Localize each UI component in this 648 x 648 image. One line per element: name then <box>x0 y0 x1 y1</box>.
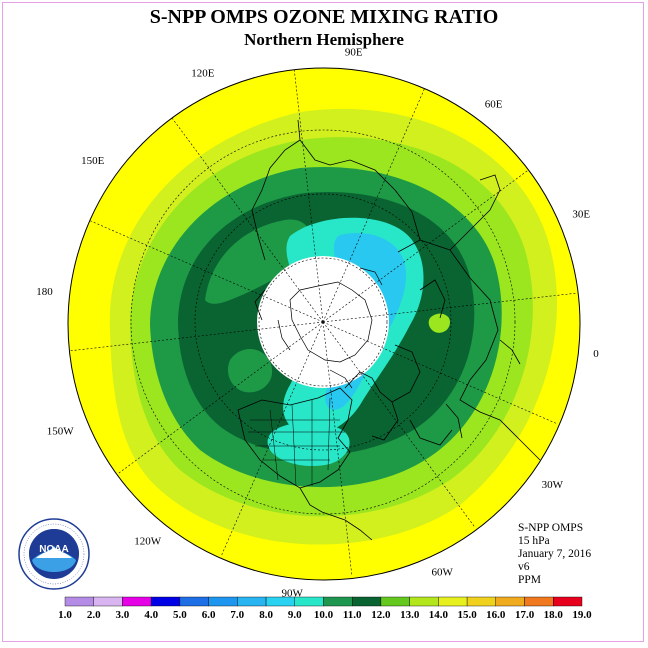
meridians <box>68 67 578 577</box>
field-green-inner-2 <box>227 348 273 393</box>
map-boundary <box>67 67 581 581</box>
longitude-labels: 90E 60E 30E 0 30W 60W 90W 120W 150W 180 150E 120E <box>36 47 599 600</box>
field-lime-blob <box>428 313 450 333</box>
colorbar-tick-label: 7.0 <box>230 609 244 621</box>
colorbar-swatch <box>380 596 410 607</box>
meridian-line <box>322 321 353 577</box>
colorbar-swatch <box>409 596 439 607</box>
colorbar-tick-label: 3.0 <box>116 609 130 621</box>
longitude-label: 30W <box>542 479 564 491</box>
longitude-label: 120W <box>134 536 162 548</box>
colorbar-swatches <box>64 596 583 607</box>
colorbar-tick-label: 4.0 <box>144 609 158 621</box>
noaa-logo-icon: NOAA <box>18 518 90 590</box>
colorbar-swatch <box>208 596 238 607</box>
figure-frame <box>2 2 644 642</box>
colorbar-tick-label: 14.0 <box>429 609 449 621</box>
meridian-line <box>322 321 476 528</box>
state-borders <box>248 397 345 487</box>
longitude-label: 150E <box>81 155 105 167</box>
colorbar-swatch <box>237 596 267 607</box>
ozone-field <box>68 68 580 580</box>
longitude-label: 0 <box>593 348 599 360</box>
colorbar-swatch <box>294 596 324 607</box>
info-date: January 7, 2016 <box>518 548 592 560</box>
colorbar-swatch <box>64 596 94 607</box>
info-block: S-NPP OMPS 15 hPa January 7, 2016 v6 PPM <box>518 522 591 587</box>
colorbar-swatch <box>466 596 497 607</box>
longitude-label: 60W <box>432 566 454 578</box>
meridian-line <box>88 219 324 323</box>
longitude-label: 150W <box>47 426 75 438</box>
info-level: 15 hPa <box>518 535 550 547</box>
graticule <box>130 129 516 515</box>
arctic-coastlines <box>277 267 383 389</box>
longitude-label: 60E <box>485 98 503 110</box>
colorbar-swatch <box>495 596 525 607</box>
meridian-line <box>68 321 324 352</box>
meridian-line <box>322 169 529 323</box>
map-subtitle: Northern Hemisphere <box>244 30 404 49</box>
meridian-line <box>322 292 578 323</box>
colorbar-swatch <box>553 596 583 607</box>
colorbar-tick-label: 11.0 <box>343 609 362 621</box>
colorbar-tick-label: 6.0 <box>202 609 216 621</box>
colorbar-tick-label: 19.0 <box>572 609 592 621</box>
info-instrument: S-NPP OMPS <box>518 522 584 534</box>
meridian-line <box>220 321 324 557</box>
coastlines <box>237 119 541 541</box>
colorbar-swatch <box>524 596 554 607</box>
colorbar-tick-label: 8.0 <box>259 609 273 621</box>
colorbar-tick-label: 10.0 <box>314 609 334 621</box>
colorbar-swatch <box>323 596 353 607</box>
colorbar-swatch <box>93 596 123 607</box>
colorbar-tick-label: 18.0 <box>544 609 564 621</box>
colorbar-swatch <box>150 596 181 607</box>
colorbar-tick-label: 9.0 <box>288 609 302 621</box>
colorbar-tick-label: 15.0 <box>457 609 477 621</box>
longitude-label: 90E <box>345 47 363 59</box>
colorbar-tick-label: 1.0 <box>58 609 72 621</box>
colorbar-swatch <box>122 596 152 607</box>
colorbar-swatch <box>179 596 209 607</box>
field-green-inner <box>205 219 311 304</box>
longitude-label: 90W <box>282 587 304 599</box>
colorbar-tick-label: 13.0 <box>400 609 420 621</box>
colorbar-tick-label: 2.0 <box>87 609 101 621</box>
info-version: v6 <box>518 561 530 573</box>
meridian-line <box>117 321 324 475</box>
longitude-label: 30E <box>572 209 590 221</box>
colorbar-tick-label: 16.0 <box>486 609 506 621</box>
colorbar-tick-label: 5.0 <box>173 609 187 621</box>
colorbar-swatch <box>265 596 296 607</box>
colorbar-swatch <box>352 596 382 607</box>
map-title: S-NPP OMPS OZONE MIXING RATIO <box>149 6 499 28</box>
colorbar-tick-label: 17.0 <box>515 609 535 621</box>
meridian-line <box>293 67 324 323</box>
meridian-line <box>322 87 426 323</box>
meridian-line <box>170 116 324 323</box>
meridian-line <box>322 321 558 425</box>
noaa-logo-text: NOAA <box>39 544 68 555</box>
colorbar-ticks: 1.0 2.0 3.0 4.0 5.0 6.0 7.0 8.0 9.0 10.0 11.0 12.0 1… <box>58 609 592 621</box>
longitude-label: 180 <box>36 286 53 298</box>
colorbar-swatch <box>438 596 468 607</box>
colorbar-tick-label: 12.0 <box>371 609 391 621</box>
info-units: PPM <box>518 574 542 586</box>
longitude-label: 120E <box>191 68 215 80</box>
